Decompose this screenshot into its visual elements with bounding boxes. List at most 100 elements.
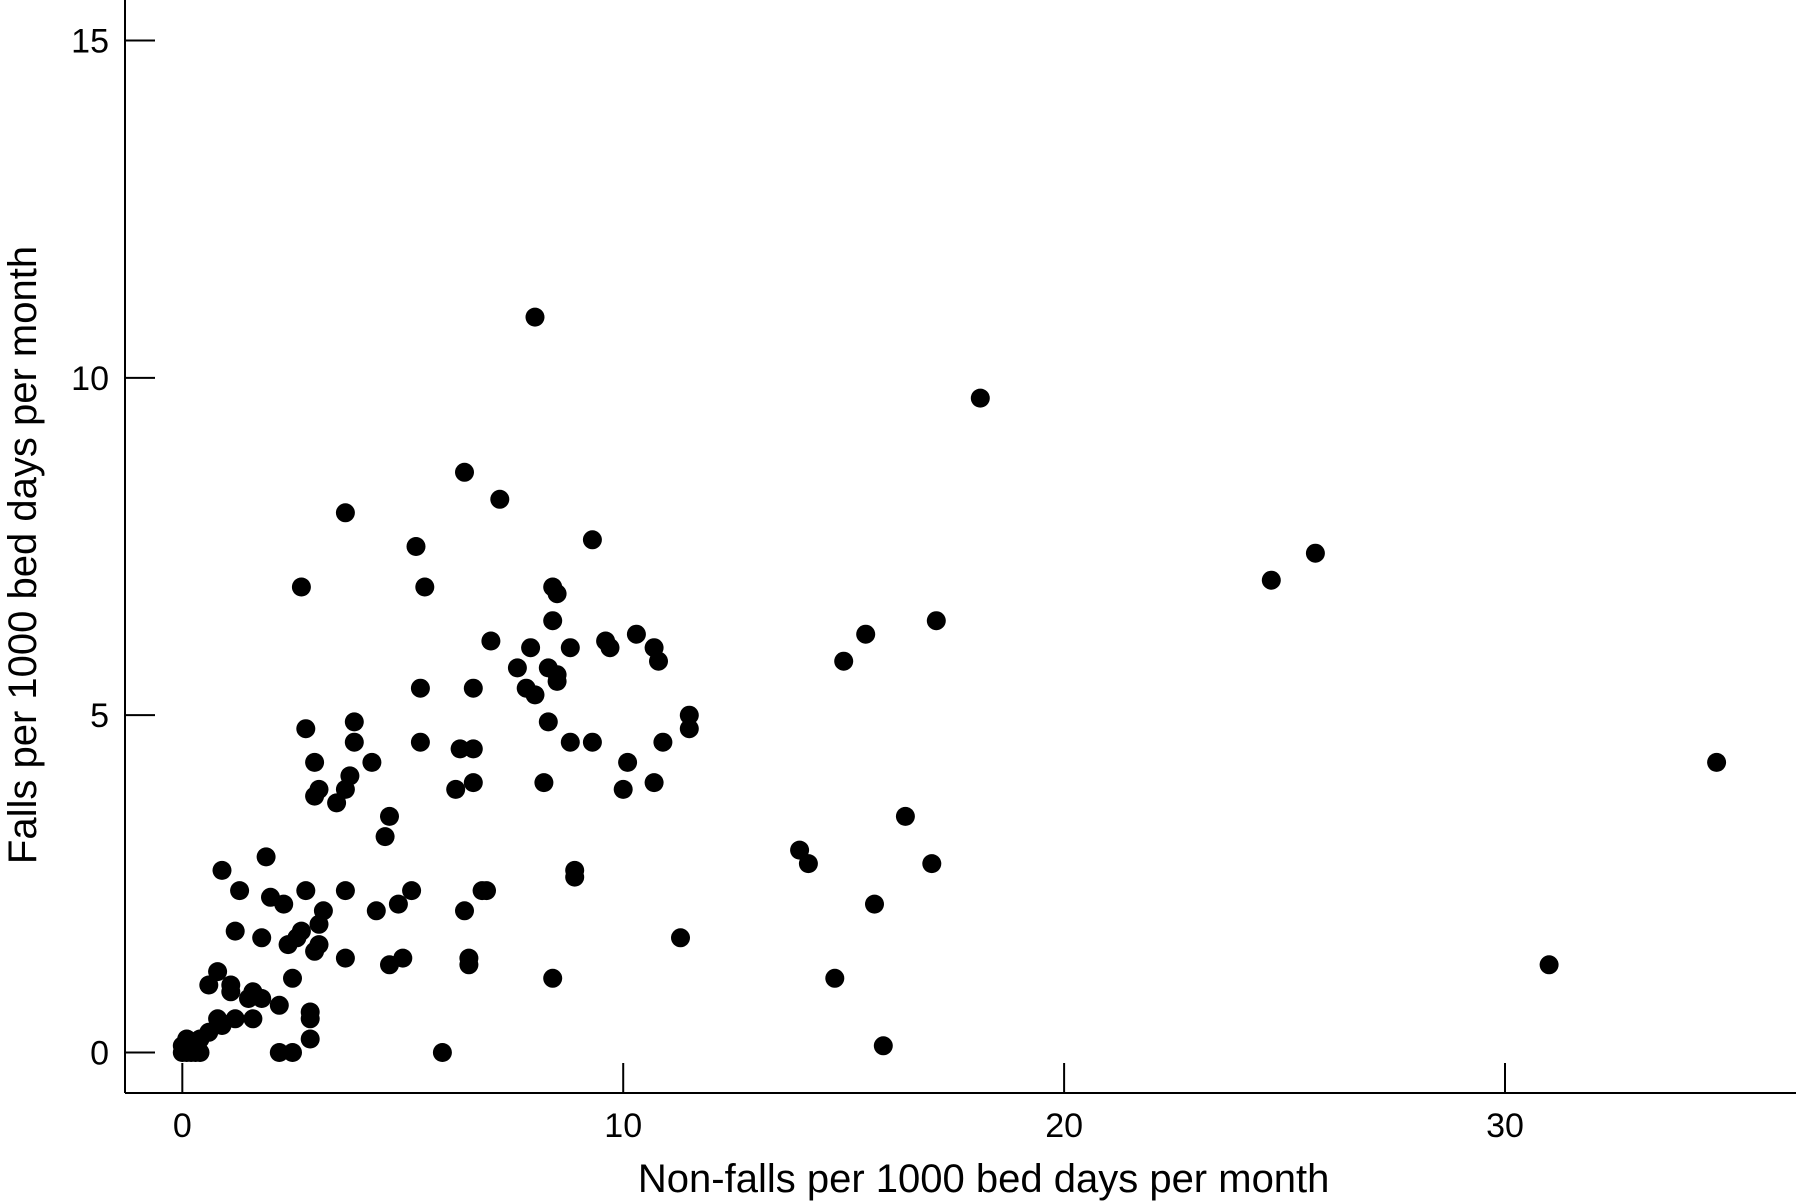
data-point <box>653 732 673 752</box>
data-point <box>181 1036 201 1056</box>
data-point <box>450 739 470 759</box>
data-point <box>922 854 942 874</box>
data-point <box>926 611 946 631</box>
data-point <box>547 584 567 604</box>
data-point <box>613 779 633 799</box>
data-point <box>521 638 541 658</box>
data-point <box>274 894 294 914</box>
data-point <box>344 712 364 732</box>
data-point <box>278 935 298 955</box>
x-tick-label: 10 <box>604 1107 642 1145</box>
data-point <box>644 773 664 793</box>
data-point <box>507 658 527 678</box>
data-point <box>1539 955 1559 975</box>
data-point <box>406 537 426 556</box>
data-point <box>375 827 395 847</box>
data-point <box>366 901 386 921</box>
data-point <box>671 928 690 948</box>
data-point <box>415 577 435 597</box>
data-point <box>459 955 479 975</box>
data-point <box>305 786 325 806</box>
data-point <box>410 732 430 752</box>
data-point <box>212 860 232 880</box>
data-point <box>243 1009 263 1029</box>
data-point <box>534 773 554 793</box>
data-point <box>825 968 845 988</box>
data-point <box>560 638 580 658</box>
data-point <box>865 894 884 914</box>
data-point <box>543 968 563 988</box>
y-axis-ticks: 0 5 10 15 <box>71 22 155 1073</box>
x-axis-ticks: 0 10 20 30 <box>173 1063 1524 1145</box>
data-point <box>446 779 466 799</box>
data-point <box>895 806 915 826</box>
data-point <box>335 503 355 523</box>
data-point <box>790 840 810 860</box>
data-point <box>309 914 329 934</box>
y-tick-label: 15 <box>71 22 109 60</box>
data-point <box>309 935 329 955</box>
data-point <box>283 968 302 988</box>
data-point <box>362 752 382 772</box>
data-point <box>208 962 228 982</box>
axes <box>124 0 1796 1094</box>
data-point <box>296 881 316 901</box>
y-tick-label: 5 <box>90 697 109 735</box>
data-point <box>565 860 585 880</box>
data-point <box>402 881 422 901</box>
data-point <box>291 577 311 597</box>
data-point <box>463 678 483 698</box>
data-point <box>300 1029 320 1049</box>
data-point <box>239 989 258 1008</box>
data-point <box>252 989 272 1008</box>
y-axis-title: Falls per 1000 bed days per month <box>1 246 45 864</box>
data-point <box>679 719 699 739</box>
data-point <box>455 901 474 921</box>
data-point <box>199 975 219 995</box>
data-point <box>410 678 430 698</box>
data-point <box>873 1036 893 1056</box>
data-point <box>679 705 699 725</box>
data-point <box>543 611 563 631</box>
data-point <box>481 631 501 651</box>
y-tick-label: 10 <box>71 360 109 398</box>
data-point <box>327 793 347 813</box>
data-point <box>856 624 876 644</box>
data-point <box>380 955 399 975</box>
data-point <box>1261 570 1281 590</box>
data-point <box>582 530 602 550</box>
x-tick-label: 30 <box>1486 1107 1524 1145</box>
data-point <box>305 752 325 772</box>
data-point <box>600 638 620 658</box>
data-point <box>1305 543 1325 563</box>
data-point <box>560 732 580 752</box>
data-point <box>221 982 241 1002</box>
data-point <box>283 1043 302 1062</box>
data-point <box>538 712 558 732</box>
data-point <box>300 1009 320 1029</box>
data-point <box>1707 752 1727 772</box>
data-point <box>490 489 510 509</box>
data-point <box>252 928 272 948</box>
data-point <box>269 1043 289 1062</box>
data-point <box>649 651 668 671</box>
data-point <box>230 881 250 901</box>
data-point <box>335 881 355 901</box>
data-point <box>335 779 355 799</box>
data-point <box>463 773 483 793</box>
data-point <box>296 719 316 739</box>
data-point <box>525 685 545 705</box>
y-tick-label: 0 <box>90 1035 109 1073</box>
data-point <box>269 995 289 1015</box>
data-point <box>618 752 638 772</box>
x-tick-label: 20 <box>1045 1107 1083 1145</box>
data-point <box>525 307 545 327</box>
data-point <box>335 948 355 968</box>
data-point <box>225 921 245 941</box>
data-point <box>344 732 364 752</box>
data-point <box>455 462 474 482</box>
data-point <box>388 894 408 914</box>
data-point <box>626 624 646 644</box>
data-point <box>970 388 990 408</box>
